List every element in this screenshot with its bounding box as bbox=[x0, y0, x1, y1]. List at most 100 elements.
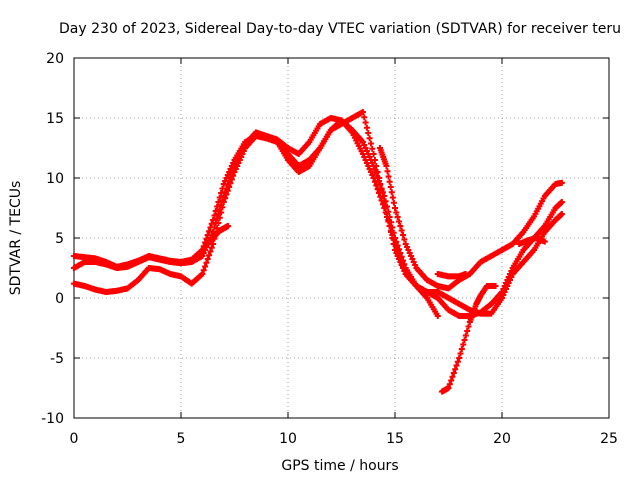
data-point bbox=[389, 194, 396, 201]
x-tick-label: 5 bbox=[177, 431, 186, 447]
data-point bbox=[370, 175, 377, 181]
chart-title: Day 230 of 2023, Sidereal Day-to-day VTE… bbox=[59, 21, 621, 37]
series-track-6 bbox=[439, 283, 499, 395]
x-axis-label: GPS time / hours bbox=[281, 458, 398, 474]
data-point bbox=[456, 355, 463, 361]
data-point bbox=[207, 248, 214, 255]
axis-ticks bbox=[73, 57, 610, 419]
data-point bbox=[378, 187, 385, 193]
y-tick-label: 5 bbox=[55, 231, 64, 247]
data-point bbox=[366, 135, 373, 142]
data-point bbox=[385, 173, 392, 180]
data-point bbox=[458, 346, 465, 352]
y-tick-label: 20 bbox=[46, 51, 64, 67]
data-point bbox=[397, 223, 404, 229]
x-tick-label: 0 bbox=[70, 431, 79, 447]
data-point bbox=[389, 235, 396, 241]
data-point bbox=[363, 124, 370, 131]
x-tick-label: 10 bbox=[279, 431, 297, 447]
data-point bbox=[385, 217, 392, 223]
data-point bbox=[381, 199, 388, 205]
data-point bbox=[199, 271, 206, 277]
data-point bbox=[230, 172, 237, 179]
data-point bbox=[558, 199, 565, 205]
data-point bbox=[371, 178, 378, 185]
data-point bbox=[215, 220, 222, 226]
y-axis-label: SDTVAR / TECUs bbox=[8, 181, 24, 296]
data-point bbox=[454, 358, 461, 365]
data-point bbox=[362, 119, 369, 126]
data-point bbox=[396, 218, 403, 225]
data-point bbox=[359, 109, 366, 115]
data-marks bbox=[71, 109, 565, 395]
data-point bbox=[393, 209, 400, 216]
data-point bbox=[387, 184, 394, 190]
data-point bbox=[465, 323, 472, 330]
data-point bbox=[394, 214, 401, 220]
data-point bbox=[208, 244, 215, 251]
data-point bbox=[204, 256, 211, 262]
series-track-4 bbox=[199, 223, 232, 253]
data-point bbox=[367, 140, 374, 147]
data-point bbox=[379, 193, 386, 199]
data-point bbox=[434, 313, 441, 319]
y-tick-label: 15 bbox=[46, 111, 64, 127]
data-point bbox=[401, 236, 408, 243]
data-point bbox=[370, 151, 377, 157]
data-point bbox=[387, 229, 394, 235]
data-point bbox=[462, 332, 469, 339]
data-point bbox=[224, 187, 231, 194]
data-point bbox=[457, 350, 464, 357]
series-track-8 bbox=[516, 235, 548, 247]
data-point bbox=[384, 168, 391, 175]
data-point bbox=[446, 381, 453, 388]
data-point bbox=[382, 205, 389, 211]
y-tick-label: -5 bbox=[50, 351, 64, 367]
data-point bbox=[392, 205, 398, 211]
data-point bbox=[453, 362, 460, 369]
data-point bbox=[202, 263, 209, 270]
data-point bbox=[462, 271, 469, 277]
data-point bbox=[199, 247, 206, 253]
data-point bbox=[218, 209, 225, 216]
data-point bbox=[452, 366, 459, 373]
x-tick-label: 20 bbox=[493, 431, 511, 447]
data-point bbox=[445, 385, 452, 391]
data-point bbox=[388, 189, 395, 196]
data-point bbox=[206, 252, 213, 259]
x-tick-label: 15 bbox=[386, 431, 404, 447]
data-point bbox=[450, 370, 457, 376]
data-point bbox=[369, 145, 376, 152]
data-point bbox=[373, 182, 380, 189]
data-point bbox=[371, 157, 378, 163]
data-point bbox=[386, 178, 393, 185]
data-point bbox=[373, 163, 380, 169]
data-point bbox=[377, 181, 384, 187]
data-point bbox=[365, 130, 372, 136]
data-point bbox=[228, 176, 235, 183]
data-point bbox=[223, 191, 230, 198]
data-point bbox=[390, 241, 397, 247]
data-point bbox=[541, 238, 548, 245]
series-track-3 bbox=[71, 109, 441, 319]
data-point bbox=[386, 223, 393, 229]
data-point bbox=[219, 204, 226, 211]
data-point bbox=[460, 341, 467, 348]
data-point bbox=[374, 169, 381, 175]
data-point bbox=[200, 267, 207, 274]
data-point bbox=[449, 373, 456, 380]
data-point bbox=[400, 232, 407, 238]
data-point bbox=[558, 211, 565, 217]
x-tick-label: 25 bbox=[600, 431, 618, 447]
data-point bbox=[203, 259, 210, 266]
series-track-7 bbox=[434, 271, 469, 280]
tick-labels: 0 5 10 15 20 25 -10 -5 0 5 10 15 20 bbox=[41, 51, 618, 447]
data-point bbox=[383, 211, 390, 217]
data-point bbox=[383, 163, 390, 169]
data-point bbox=[220, 199, 227, 205]
data-point bbox=[361, 114, 368, 121]
data-point bbox=[492, 283, 499, 289]
data-point bbox=[222, 195, 229, 202]
data-point bbox=[375, 175, 382, 181]
